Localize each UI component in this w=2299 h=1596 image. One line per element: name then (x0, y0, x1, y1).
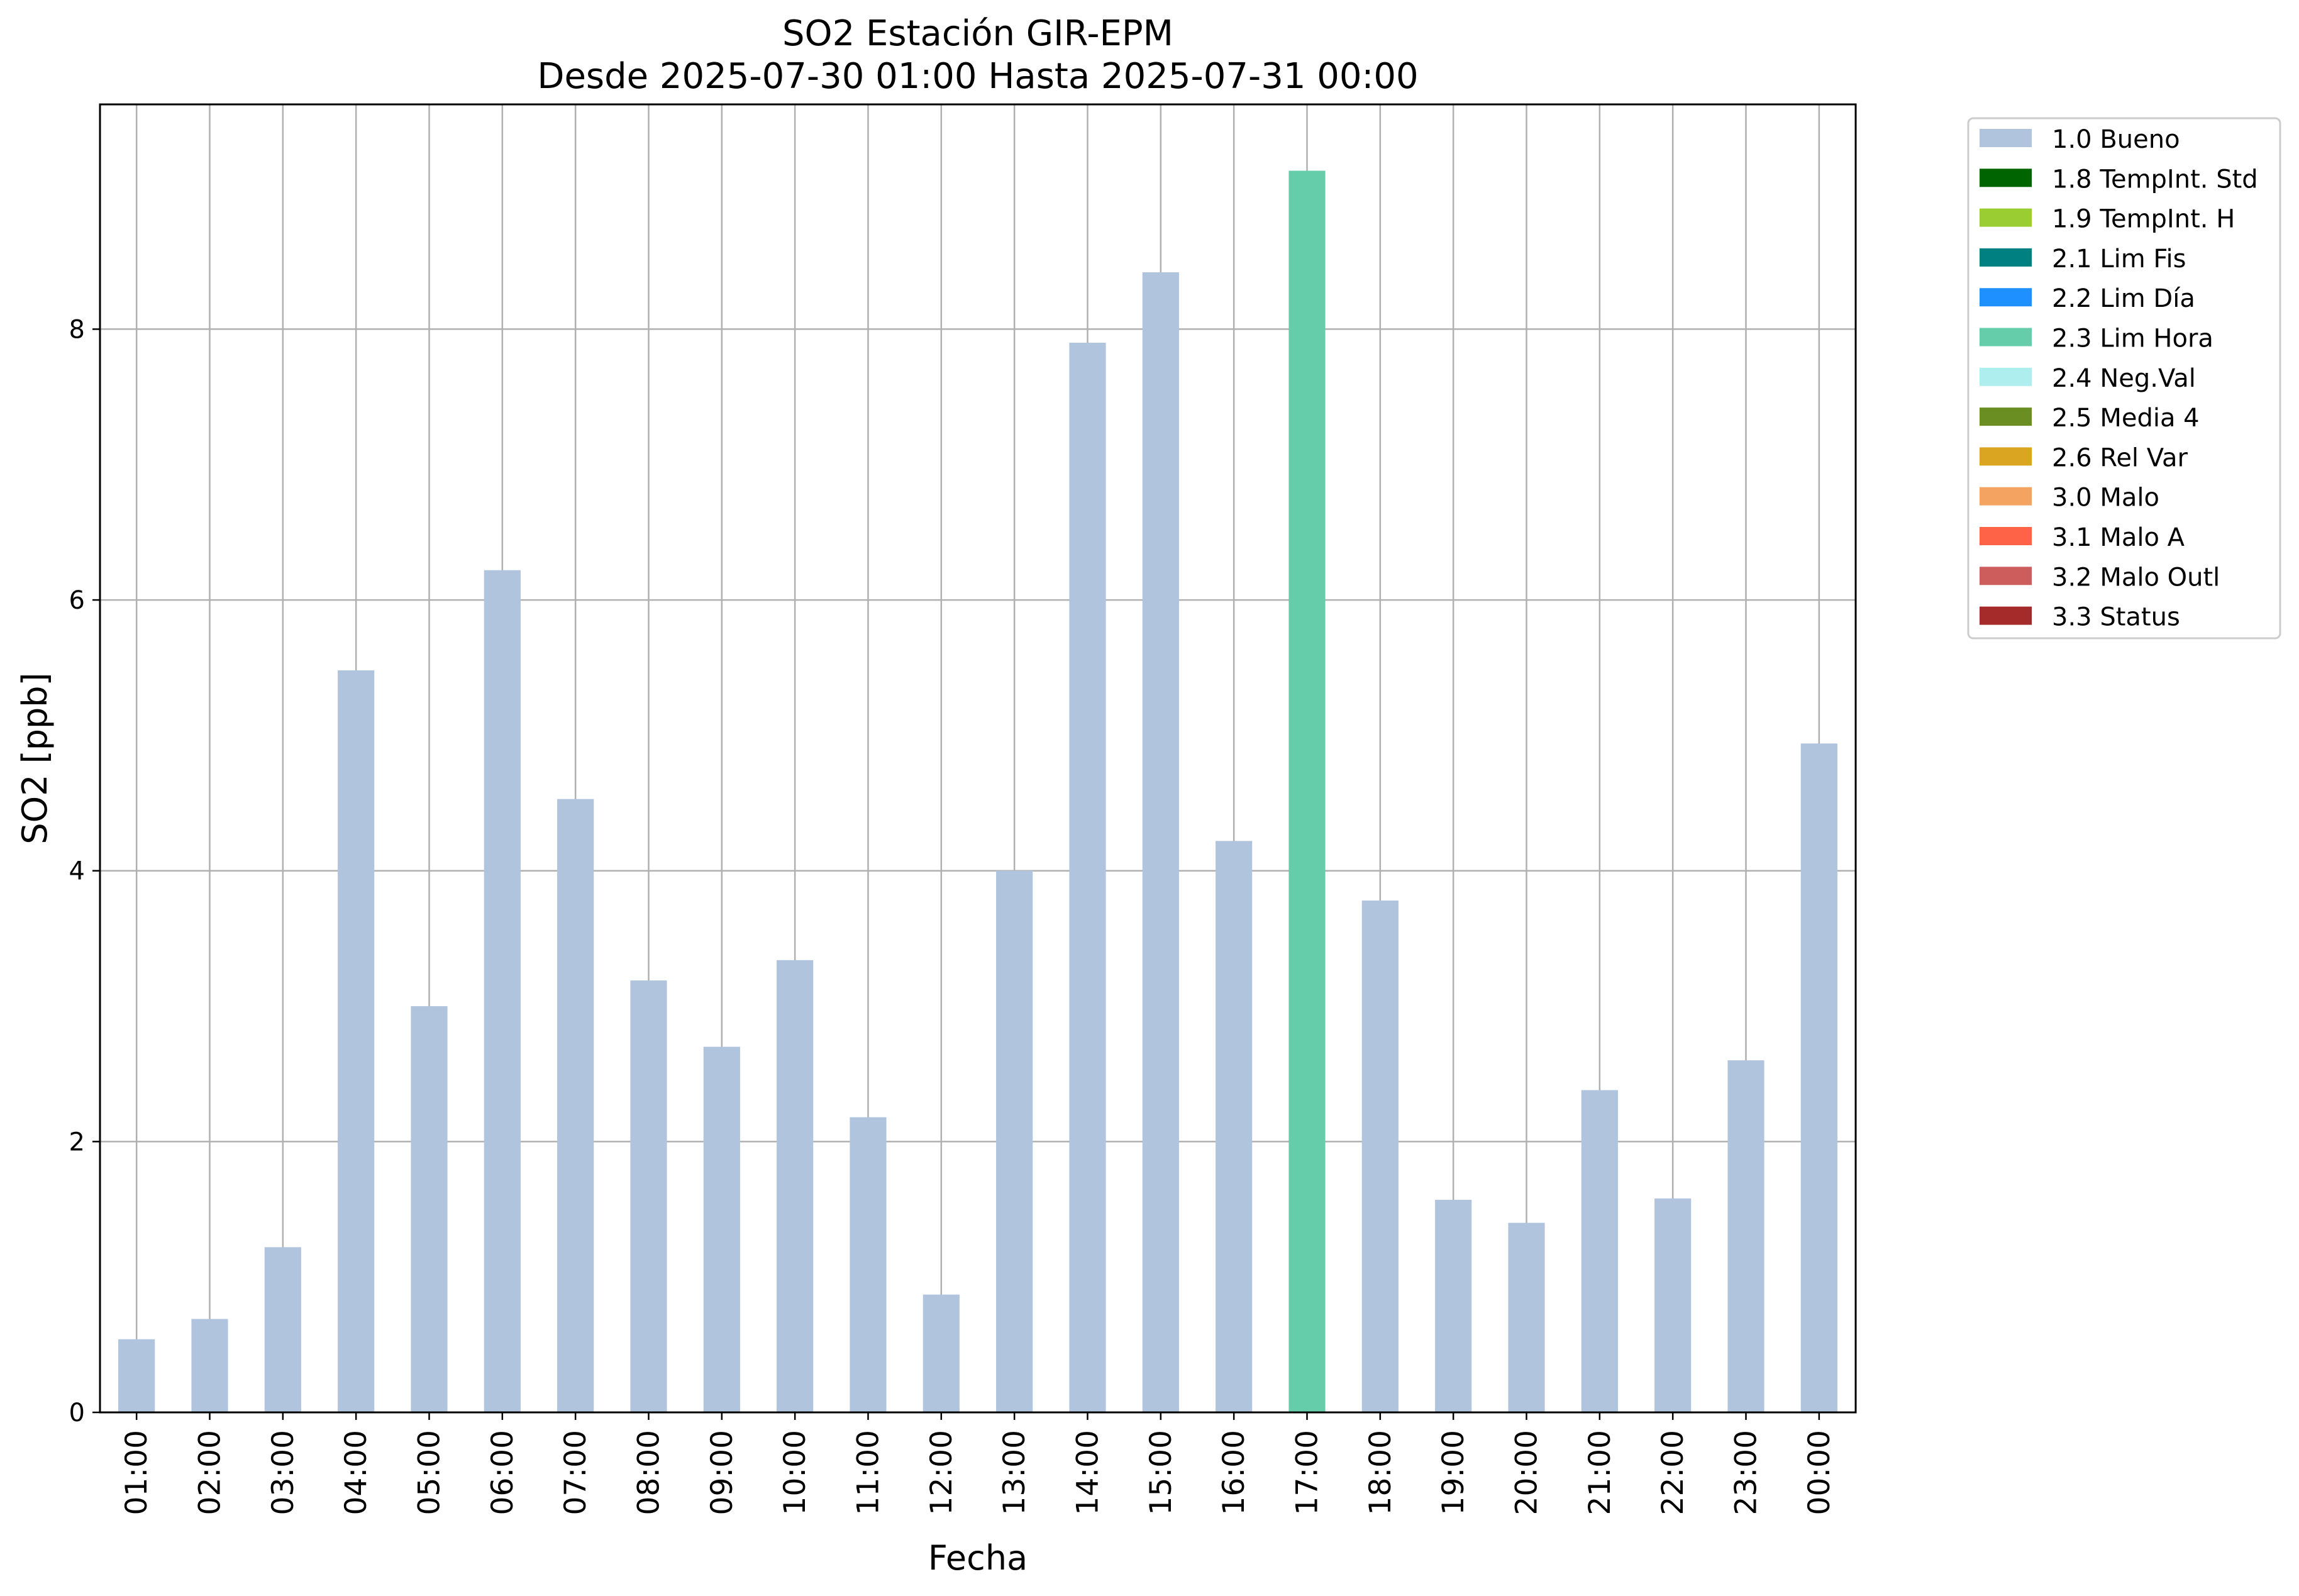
legend-frame (1967, 117, 2281, 640)
x-tick-label: 22:00 (1656, 1430, 1690, 1515)
legend-swatch (1980, 248, 2032, 267)
bar (777, 960, 814, 1412)
legend-label: 1.8 TempInt. Std (2052, 165, 2258, 194)
bar (411, 1006, 448, 1412)
legend-label: 2.5 Media 4 (2052, 404, 2200, 433)
bar (1654, 1198, 1692, 1412)
legend-swatch (1980, 129, 2032, 147)
legend-label: 2.2 Lim Día (2052, 284, 2195, 313)
x-tick-label: 06:00 (485, 1430, 520, 1515)
bars (118, 170, 1837, 1413)
x-tick-label: 20:00 (1510, 1430, 1544, 1515)
x-tick-label: 18:00 (1363, 1430, 1398, 1515)
x-tick-label: 03:00 (266, 1430, 301, 1515)
y-tick-label: 6 (69, 586, 85, 615)
y-axis-label: SO2 [ppb] (15, 672, 55, 844)
bar (1069, 342, 1106, 1412)
x-tick-label: 19:00 (1436, 1430, 1471, 1515)
y-tick-label: 0 (69, 1399, 85, 1427)
legend-swatch (1980, 447, 2032, 466)
chart-title: SO2 Estación GIR-EPM (782, 13, 1173, 54)
legend-swatch (1980, 487, 2032, 506)
bar (1508, 1222, 1545, 1412)
x-axis-ticks: 01:00 02:00 03:00 04:00 05:00 06:00 07:00 08:00… (119, 1412, 1837, 1515)
legend-label: 1.9 TempInt. H (2052, 205, 2235, 234)
bar (996, 870, 1033, 1412)
legend-swatch (1980, 567, 2032, 585)
legend-swatch (1980, 527, 2032, 545)
x-tick-label: 07:00 (558, 1430, 593, 1515)
x-tick-label: 17:00 (1290, 1430, 1325, 1515)
plot-frame (99, 103, 1857, 1414)
bar (922, 1294, 960, 1412)
x-tick-label: 13:00 (997, 1430, 1032, 1515)
x-tick-label: 05:00 (413, 1430, 447, 1515)
x-tick-label: 08:00 (632, 1430, 667, 1515)
y-tick-label: 4 (69, 857, 85, 886)
legend-swatch (1980, 169, 2032, 187)
legend-swatch (1980, 367, 2032, 386)
bar (850, 1117, 887, 1412)
legend-swatch (1980, 407, 2032, 426)
legend: 1.0 Bueno 1.8 TempInt. Std 1.9 TempInt. H 2… (1967, 117, 2281, 640)
bar (1727, 1060, 1764, 1412)
legend-label: 2.6 Rel Var (2052, 443, 2188, 472)
legend-label: 3.3 Status (2052, 603, 2180, 632)
bar (703, 1046, 740, 1412)
legend-swatch (1980, 606, 2032, 625)
bar (1288, 170, 1326, 1413)
bar (484, 570, 521, 1413)
bar (630, 980, 667, 1412)
bar (1216, 841, 1253, 1412)
bar (191, 1319, 228, 1412)
legend-label: 3.0 Malo (2052, 484, 2159, 513)
legend-swatch (1980, 208, 2032, 227)
x-tick-label: 01:00 (119, 1430, 154, 1515)
x-tick-label: 21:00 (1583, 1430, 1617, 1515)
legend-label: 3.1 Malo A (2052, 523, 2185, 552)
legend-label: 2.4 Neg.Val (2052, 364, 2196, 393)
legend-label: 1.0 Bueno (2052, 125, 2180, 154)
x-tick-label: 09:00 (705, 1430, 740, 1515)
x-tick-label: 12:00 (924, 1430, 959, 1515)
bar (1435, 1199, 1472, 1412)
legend-label: 2.1 Lim Fis (2052, 245, 2186, 274)
bar (338, 670, 375, 1412)
bar (1361, 901, 1399, 1412)
bar (1142, 272, 1179, 1412)
y-axis-ticks: 0 2 4 6 8 (69, 315, 100, 1427)
chart-subtitle: Desde 2025-07-30 01:00 Hasta 2025-07-31 … (537, 56, 1418, 97)
x-tick-label: 02:00 (193, 1430, 228, 1515)
y-tick-label: 2 (69, 1128, 85, 1156)
legend-swatch (1980, 328, 2032, 346)
bar (264, 1247, 301, 1412)
x-tick-label: 23:00 (1729, 1430, 1764, 1515)
x-axis-label: Fecha (928, 1538, 1028, 1578)
legend-items: 1.0 Bueno 1.8 TempInt. Std 1.9 TempInt. H 2… (1980, 125, 2258, 632)
x-tick-label: 14:00 (1071, 1430, 1105, 1515)
legend-label: 3.2 Malo Outl (2052, 563, 2220, 592)
bar (557, 799, 594, 1412)
legend-swatch (1980, 288, 2032, 307)
bar (1581, 1090, 1618, 1412)
legend-label: 2.3 Lim Hora (2052, 324, 2213, 353)
x-tick-label: 10:00 (778, 1430, 812, 1515)
x-tick-label: 11:00 (851, 1430, 886, 1515)
bar (1800, 743, 1837, 1412)
x-tick-label: 00:00 (1802, 1430, 1837, 1515)
x-tick-label: 04:00 (339, 1430, 374, 1515)
x-tick-label: 16:00 (1217, 1430, 1251, 1515)
x-tick-label: 15:00 (1144, 1430, 1178, 1515)
y-tick-label: 8 (69, 315, 85, 344)
bar (118, 1339, 155, 1412)
